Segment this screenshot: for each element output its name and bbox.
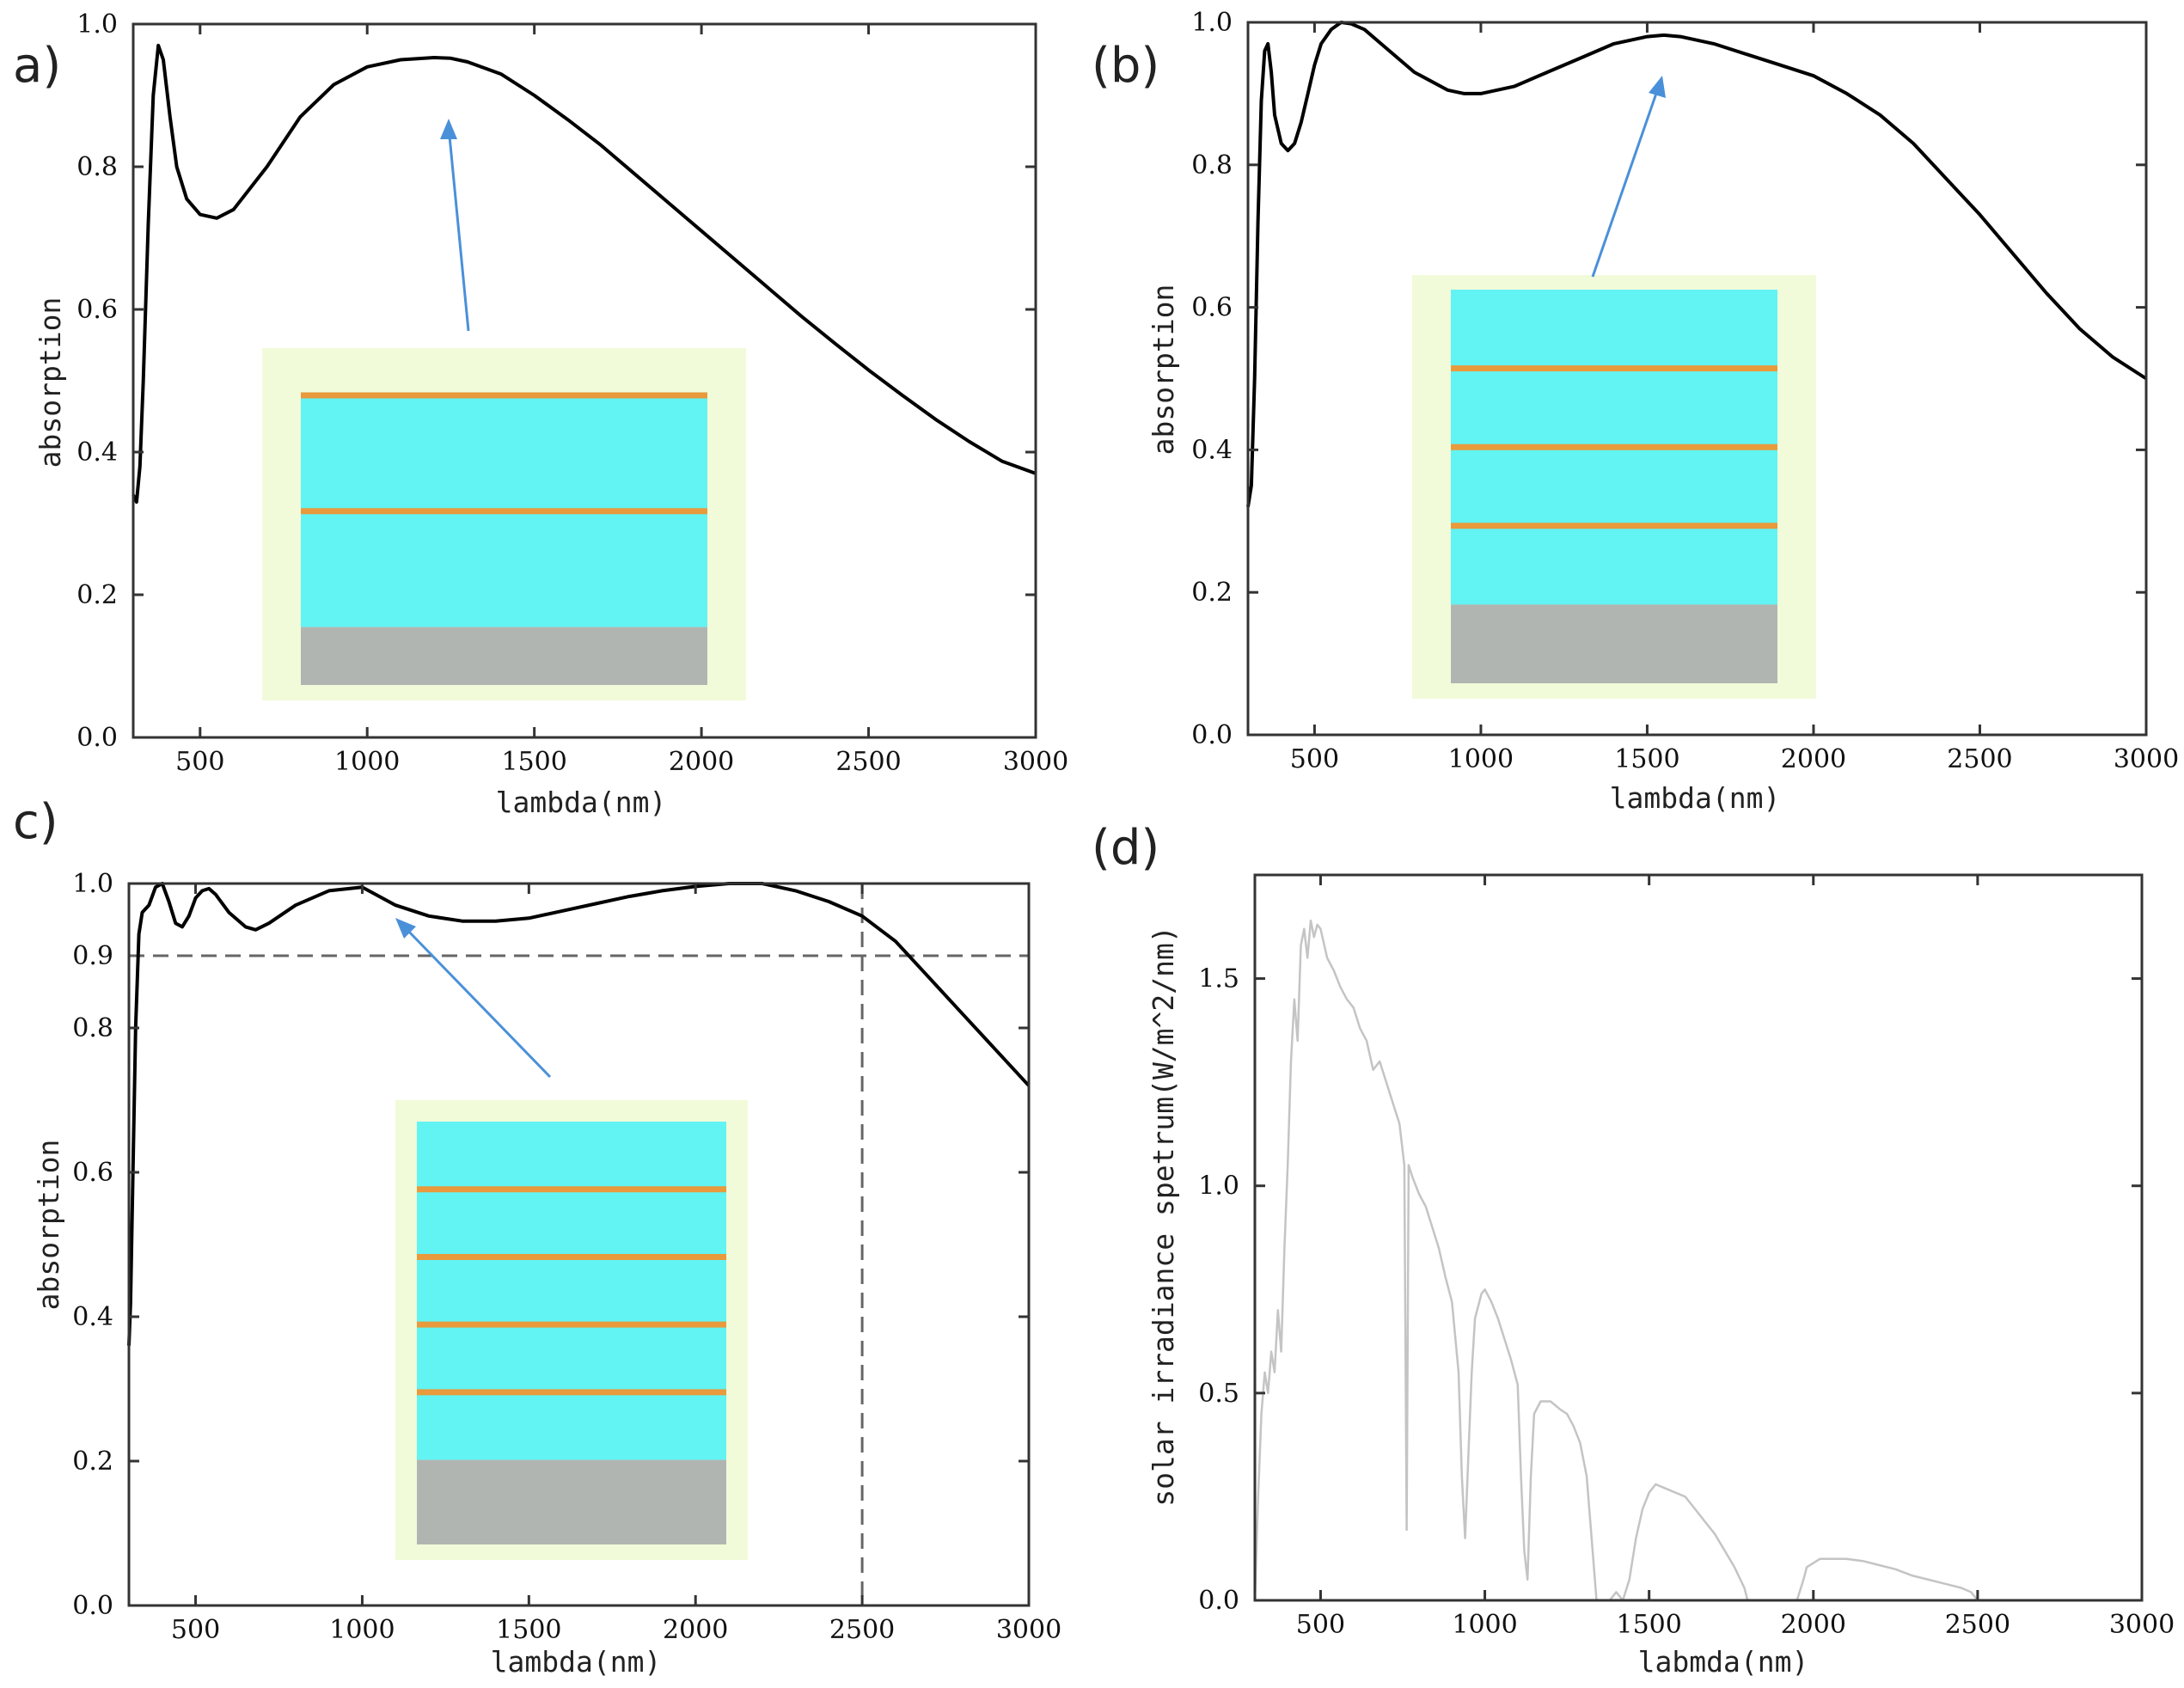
y-tick-label: 1.0 — [1198, 1171, 1239, 1202]
y-tick-label: 0.4 — [76, 437, 118, 468]
ticks-c: 500 1000 1500 2000 2500 3000 0.0 0.2 0.4 0.6 0.8 1.… — [72, 869, 1061, 1645]
annotation-arrowhead-c — [395, 918, 416, 939]
y-axis-title-c: absorption — [32, 1140, 65, 1311]
panel-b: (b) 500 1000 1500 2000 2500 3000 0.0 0.2 0.4 0.6 0… — [1092, 8, 2179, 815]
y-tick-label: 0.0 — [72, 1591, 113, 1621]
y-tick-label: 0.0 — [76, 723, 118, 753]
x-tick-label: 500 — [175, 747, 224, 777]
x-tick-label: 1500 — [1616, 1610, 1681, 1640]
y-tick-label: 0.0 — [1198, 1586, 1239, 1616]
x-tick-label: 2500 — [829, 1615, 895, 1645]
x-tick-label: 2500 — [1947, 744, 2012, 774]
series-line-b — [1246, 21, 2148, 508]
y-tick-label: 0.6 — [76, 295, 118, 325]
x-axis-title-d: labmda(nm) — [1638, 1645, 1809, 1679]
series-line-a — [132, 43, 1037, 505]
annotation-arrow-c — [402, 925, 552, 1079]
x-tick-label: 2000 — [669, 747, 734, 777]
plot-area-a — [132, 22, 1037, 739]
substrate-layer — [1451, 604, 1777, 683]
y-axis-title-a: absorption — [34, 297, 67, 468]
y-tick-label: 0.6 — [1191, 293, 1233, 323]
plot-area-c — [127, 882, 1031, 1607]
x-tick-label: 2000 — [1781, 1610, 1846, 1640]
y-tick-label: 0.2 — [1191, 578, 1233, 608]
annotation-arrowhead-b — [1649, 76, 1666, 98]
x-tick-label: 2500 — [1945, 1610, 2010, 1640]
x-tick-label: 3000 — [2109, 1610, 2175, 1640]
x-tick-label: 3000 — [2114, 744, 2179, 774]
reference-lines-c — [129, 884, 1029, 1605]
y-tick-label: 0.6 — [72, 1158, 113, 1188]
y-tick-label: 0.2 — [72, 1446, 113, 1477]
series-line-c — [127, 882, 1031, 1346]
substrate-layer — [417, 1459, 726, 1544]
y-tick-label: 0.4 — [72, 1302, 113, 1332]
x-tick-label: 1500 — [501, 747, 566, 777]
x-tick-label: 1000 — [1448, 744, 1514, 774]
annotation-arrow-b — [1591, 85, 1661, 278]
x-axis-title-b: lambda(nm) — [1610, 781, 1781, 815]
x-tick-label: 1000 — [329, 1615, 395, 1645]
x-tick-label: 1000 — [334, 747, 400, 777]
y-tick-label: 1.0 — [72, 869, 113, 899]
y-tick-label: 0.8 — [76, 152, 118, 182]
panel-d: (d) 500 1000 1500 2000 2500 30000.00.51.01.5 … — [1092, 820, 2175, 1679]
ticks-a: 500 1000 1500 2000 2500 3000 0.0 0.2 0.4 0.6 0.8 1.… — [76, 9, 1068, 777]
y-axis-title-d: solar irradiance spetrum(W/m^2/nm) — [1147, 926, 1180, 1507]
plot-area-d — [1253, 873, 2144, 1602]
y-tick-label: 0.8 — [72, 1013, 113, 1043]
plot-frame-a — [132, 22, 1037, 739]
x-tick-label: 500 — [1296, 1610, 1345, 1640]
y-tick-label: 1.0 — [1191, 8, 1233, 38]
x-tick-label: 2000 — [663, 1615, 728, 1645]
ticks-d: 500 1000 1500 2000 2500 3000 0.0 0.5 1.0 1.5 — [1198, 875, 2175, 1640]
x-tick-label: 3000 — [1003, 747, 1068, 777]
y-tick-label-highlighted: 0.9 — [72, 941, 113, 971]
plot-frame-b — [1246, 21, 2148, 737]
y-tick-label: 1.0 — [76, 9, 118, 40]
x-tick-label: 3000 — [996, 1615, 1061, 1645]
panel-label-d: (d) — [1092, 820, 1159, 876]
substrate-layer — [301, 627, 707, 685]
panel-label-b: (b) — [1092, 38, 1159, 94]
inset-structure-b — [1412, 275, 1816, 699]
ticks-b: 500 1000 1500 2000 2500 3000 0.0 0.2 0.4 0.6 0.8 1.… — [1191, 8, 2179, 774]
x-tick-label: 1500 — [496, 1615, 561, 1645]
annotation-arrow-a — [447, 126, 470, 332]
panel-a: a) 500 1000 1500 2000 2500 3000 0.0 0.2 0.4 0.6 0.… — [13, 9, 1068, 819]
series-line-d — [1253, 919, 2142, 1602]
panel-c: c) 500 1000 1500 2000 2500 3000 0.0 0.2 0.4 0.6 0.… — [13, 794, 1061, 1679]
x-axis-title-a: lambda(nm) — [496, 786, 667, 819]
x-tick-label: 500 — [171, 1615, 220, 1645]
inset-structure-c — [395, 1100, 748, 1560]
y-tick-label: 1.5 — [1198, 964, 1239, 994]
y-axis-title-b: absorption — [1147, 284, 1180, 456]
inset-structure-a — [262, 348, 746, 700]
panel-label-a: a) — [13, 38, 61, 94]
x-tick-label: 2000 — [1781, 744, 1846, 774]
y-tick-label: 0.0 — [1191, 720, 1233, 750]
x-tick-label: 500 — [1290, 744, 1339, 774]
x-tick-label: 1000 — [1452, 1610, 1517, 1640]
annotation-arrowhead-a — [440, 119, 457, 139]
panel-label-c: c) — [13, 794, 58, 850]
x-tick-label: 1500 — [1614, 744, 1679, 774]
y-tick-label: 0.8 — [1191, 150, 1233, 180]
y-tick-label: 0.2 — [76, 580, 118, 610]
plot-frame-d — [1253, 873, 2144, 1602]
x-axis-title-c: lambda(nm) — [491, 1645, 662, 1679]
plot-frame-c — [127, 882, 1031, 1607]
y-tick-label: 0.4 — [1191, 435, 1233, 465]
plot-area-b — [1246, 21, 2148, 737]
dielectric-layer — [417, 1122, 726, 1460]
x-tick-label: 2500 — [835, 747, 901, 777]
y-tick-label: 0.5 — [1198, 1379, 1239, 1409]
